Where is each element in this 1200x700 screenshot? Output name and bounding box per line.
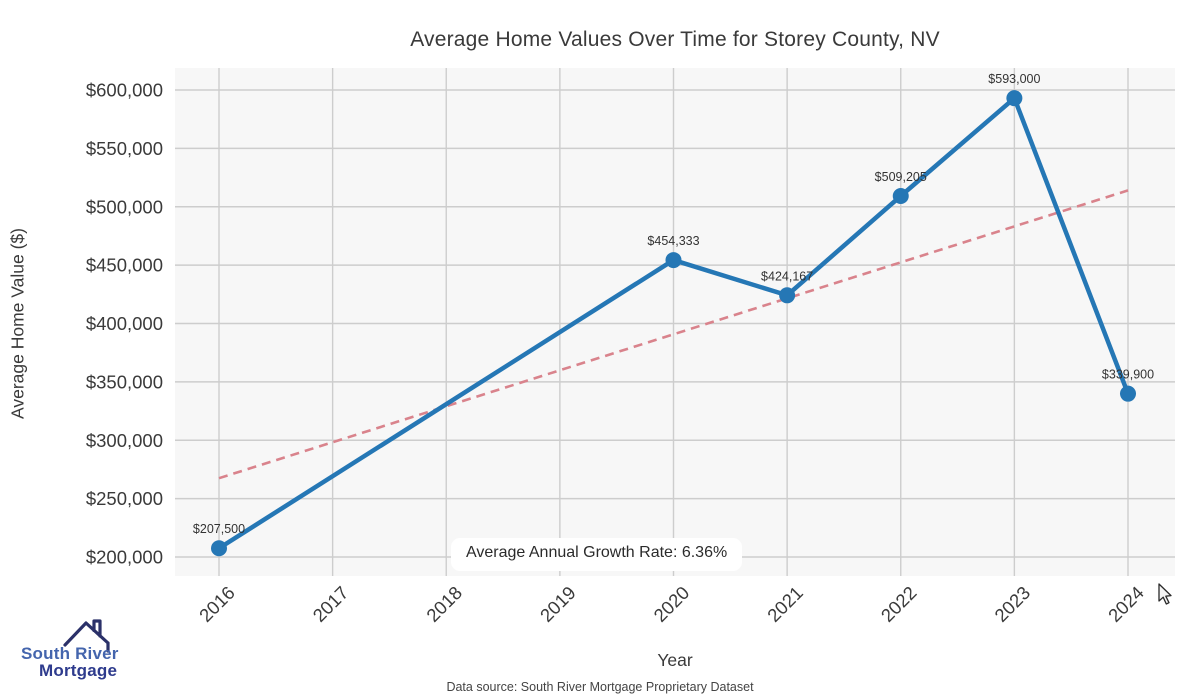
y-tick-label: $300,000 — [86, 430, 163, 451]
house-roof-icon — [63, 619, 110, 653]
x-tick-label: 2024 — [1104, 582, 1148, 626]
x-tick-label: 2016 — [195, 582, 239, 626]
x-tick-label: 2018 — [422, 582, 466, 626]
data-point-label: $509,205 — [875, 170, 927, 184]
x-tick-label: 2019 — [536, 582, 580, 626]
data-point-label: $207,500 — [193, 522, 245, 536]
data-point-marker — [1006, 90, 1023, 107]
y-tick-label: $350,000 — [86, 371, 163, 392]
logo-text-line1: South River — [21, 644, 119, 663]
y-tick-label: $600,000 — [86, 80, 163, 101]
data-point-label: $454,333 — [647, 234, 699, 248]
data-point-marker — [892, 188, 909, 205]
y-tick-label: $500,000 — [86, 196, 163, 217]
data-point-label: $593,000 — [988, 72, 1040, 86]
x-tick-label: 2023 — [990, 582, 1034, 626]
y-tick-label: $200,000 — [86, 547, 163, 568]
logo-text-line2: Mortgage — [39, 661, 118, 680]
plot-area — [175, 68, 1175, 576]
south-river-mortgage-logo: South River Mortgage — [15, 610, 130, 690]
x-tick-label: 2017 — [309, 582, 353, 626]
mouse-cursor — [1158, 583, 1172, 605]
x-tick-label: 2021 — [763, 582, 807, 626]
x-tick-label: 2020 — [649, 582, 693, 626]
growth-rate-annotation: Average Annual Growth Rate: 6.36% — [451, 538, 743, 571]
y-tick-label: $400,000 — [86, 313, 163, 334]
data-source-note: Data source: South River Mortgage Propri… — [446, 680, 754, 694]
x-tick-label: 2022 — [877, 582, 921, 626]
home-value-line — [216, 95, 1131, 551]
y-axis-label: Average Home Value ($) — [7, 228, 28, 419]
y-tick-label: $550,000 — [86, 138, 163, 159]
data-point-marker — [211, 540, 227, 557]
y-tick-label: $250,000 — [86, 488, 163, 509]
y-tick-label: $450,000 — [86, 255, 163, 276]
data-point-marker — [1120, 385, 1136, 402]
data-point-label: $424,167 — [761, 269, 813, 283]
data-point-label: $339,900 — [1102, 368, 1154, 382]
data-point-marker — [779, 287, 796, 304]
chart-title: Average Home Values Over Time for Storey… — [410, 28, 940, 51]
trend-line — [218, 189, 1129, 480]
data-point-marker — [665, 252, 682, 269]
x-axis-label: Year — [657, 650, 693, 670]
